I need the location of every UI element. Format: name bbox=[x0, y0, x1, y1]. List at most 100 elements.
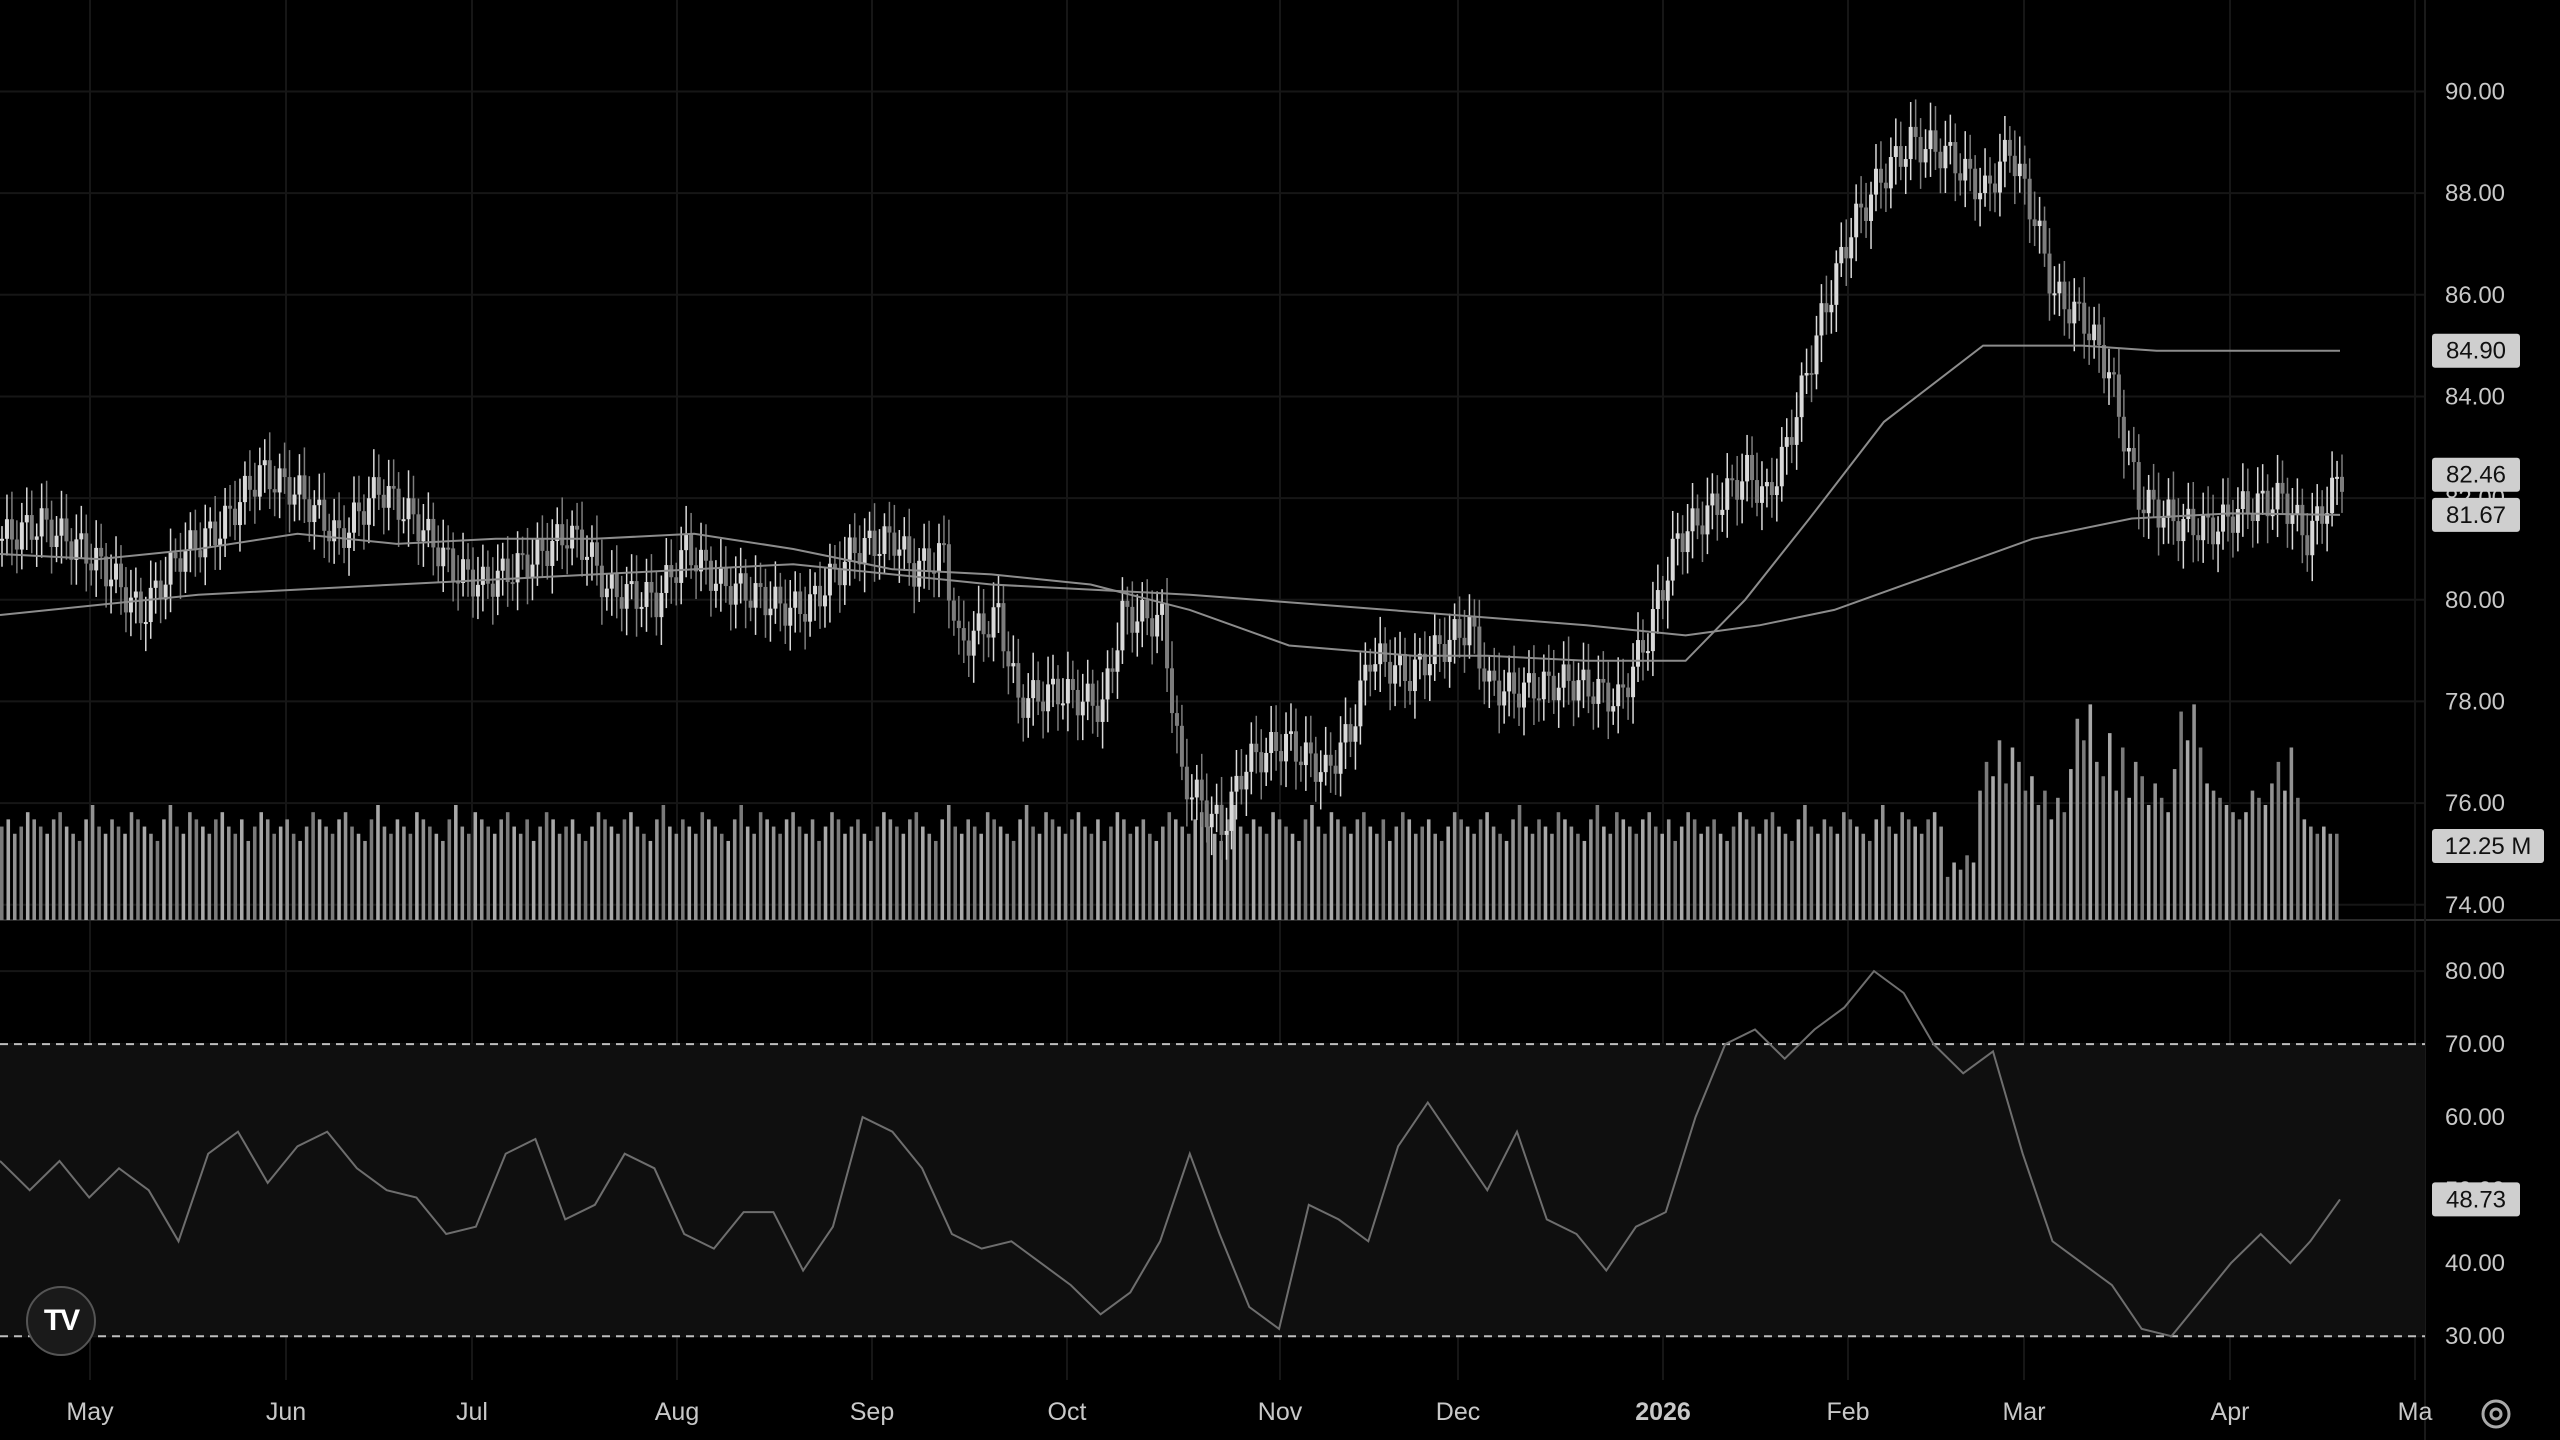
volume-bar bbox=[1919, 833, 1924, 920]
volume-bar bbox=[1952, 862, 1956, 920]
volume-bar bbox=[1692, 819, 1697, 920]
candle-body bbox=[713, 583, 718, 591]
candle-body bbox=[158, 580, 163, 600]
volume-bar bbox=[1926, 819, 1930, 920]
volume-bar bbox=[992, 819, 996, 920]
candle-body bbox=[1026, 698, 1031, 718]
volume-bar bbox=[1550, 833, 1554, 920]
candle-body bbox=[1774, 486, 1779, 496]
volume-bar bbox=[1569, 826, 1574, 920]
candle-body bbox=[1893, 146, 1898, 158]
volume-bar bbox=[544, 812, 549, 920]
candle-body bbox=[1531, 673, 1536, 699]
candle-body bbox=[1427, 664, 1432, 676]
volume-bar bbox=[1861, 833, 1866, 920]
candle-body bbox=[654, 592, 659, 618]
volume-bar bbox=[2289, 747, 2294, 920]
candle-body bbox=[758, 583, 763, 587]
candle-body bbox=[1115, 650, 1120, 672]
candle-body bbox=[1988, 175, 1993, 184]
volume-bar bbox=[408, 833, 413, 920]
candle-body bbox=[223, 505, 228, 539]
volume-bar bbox=[181, 833, 186, 920]
candle-body bbox=[1645, 651, 1650, 654]
candle-body bbox=[391, 486, 396, 489]
volume-bar bbox=[2153, 783, 2157, 920]
candle-body bbox=[2037, 220, 2042, 227]
candle-body bbox=[1730, 478, 1735, 481]
candle-body bbox=[1844, 246, 1849, 259]
volume-bar bbox=[2244, 812, 2248, 920]
candle-body bbox=[148, 587, 153, 623]
candle-body bbox=[798, 591, 803, 615]
candle-body bbox=[376, 477, 381, 495]
candle-body bbox=[743, 573, 748, 601]
volume-bar bbox=[1128, 833, 1133, 920]
candle-body bbox=[2335, 476, 2340, 479]
volume-bar bbox=[914, 812, 919, 920]
volume-bar bbox=[1777, 826, 1781, 920]
candle-body bbox=[1859, 203, 1864, 208]
candle-body bbox=[2280, 482, 2285, 494]
candle-body bbox=[664, 565, 669, 593]
candle-body bbox=[2017, 163, 2022, 177]
volume-bar bbox=[921, 826, 925, 920]
candle-body bbox=[827, 563, 832, 596]
volume-bar bbox=[415, 812, 419, 920]
volume-bar bbox=[447, 819, 452, 920]
volume-bar bbox=[1401, 812, 1405, 920]
candle-body bbox=[89, 563, 94, 571]
volume-bar bbox=[1887, 826, 1892, 920]
volume-bar bbox=[298, 840, 302, 920]
volume-bar bbox=[473, 812, 478, 920]
candle-body bbox=[1308, 742, 1313, 754]
candle-body bbox=[1288, 731, 1293, 734]
candle-body bbox=[2201, 514, 2206, 541]
volume-bar bbox=[998, 826, 1003, 920]
volume-bar bbox=[2036, 805, 2041, 920]
candle-body bbox=[2156, 499, 2161, 528]
volume-bar bbox=[1238, 826, 1243, 920]
volume-bar bbox=[38, 826, 43, 920]
volume-bar bbox=[356, 833, 361, 920]
candle-body bbox=[242, 475, 247, 503]
candle-body bbox=[1854, 203, 1859, 238]
candle-body bbox=[882, 526, 887, 554]
candle-body bbox=[1165, 603, 1170, 669]
volume-bar bbox=[603, 819, 607, 920]
candle-body bbox=[84, 533, 89, 564]
candle-body bbox=[1422, 653, 1427, 676]
candle-body bbox=[753, 583, 758, 608]
candle-body bbox=[1194, 779, 1199, 798]
candle-body bbox=[1412, 659, 1417, 692]
candle-body bbox=[644, 581, 649, 607]
candle-body bbox=[193, 530, 198, 551]
candle-body bbox=[703, 549, 708, 561]
candle-body bbox=[1229, 791, 1234, 831]
candle-body bbox=[589, 542, 594, 557]
candle-body bbox=[1085, 683, 1090, 702]
candle-body bbox=[49, 519, 54, 547]
candle-body bbox=[2186, 508, 2191, 519]
candle-body bbox=[2032, 219, 2037, 227]
candle-body bbox=[123, 587, 128, 613]
settings-gear-icon[interactable] bbox=[2476, 1394, 2516, 1434]
candle-body bbox=[2330, 477, 2335, 514]
volume-bar bbox=[590, 826, 594, 920]
volume-bar bbox=[363, 840, 367, 920]
badge-label: 81.67 bbox=[2446, 502, 2506, 529]
volume-bar bbox=[12, 833, 17, 920]
candle-body bbox=[366, 498, 371, 525]
tradingview-logo[interactable]: TV bbox=[26, 1286, 96, 1356]
candle-body bbox=[520, 553, 525, 556]
candle-body bbox=[1571, 680, 1576, 701]
price-tick-label: 90.00 bbox=[2445, 78, 2505, 105]
candle-body bbox=[540, 537, 545, 551]
candle-body bbox=[1873, 168, 1878, 195]
candle-body bbox=[2221, 504, 2226, 532]
badge-box bbox=[2432, 829, 2544, 863]
candle-body bbox=[1393, 665, 1398, 684]
volume-bar bbox=[1394, 826, 1399, 920]
candle-body bbox=[277, 468, 282, 493]
